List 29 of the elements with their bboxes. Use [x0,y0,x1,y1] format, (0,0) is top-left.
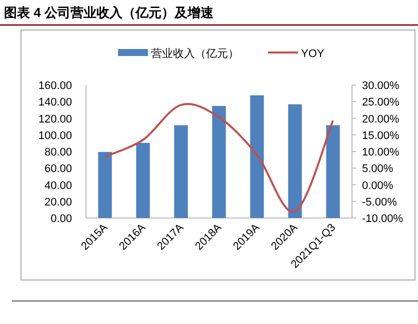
y-tick-label: 100.00 [38,130,72,142]
line-series [104,103,334,213]
y-tick-label: 120.00 [38,113,72,126]
y2-tick-label: 25.00% [362,96,400,109]
y2-tick-label: 20.00% [362,113,400,126]
y-tick-label: 140.00 [38,96,72,109]
y-tick-label: 40.00 [44,180,72,192]
bar [288,104,302,218]
y2-tick-label: 5.00% [362,163,394,176]
y2-tick-label: 0.00% [362,180,394,192]
y-tick-label: 60.00 [44,163,72,176]
bar [174,125,188,218]
y2-tick-label: -5.00% [362,196,398,208]
bar [250,95,264,218]
y-tick-label: 20.00 [44,196,72,208]
bar [212,106,226,218]
y-tick-label: 80.00 [44,146,72,158]
y2-tick-label: -10.00% [362,213,404,225]
bar [98,152,112,218]
legend-label: 营业收入（亿元） [151,47,239,60]
y-tick-label: 160.00 [38,80,72,92]
y2-tick-label: 30.00% [362,80,400,92]
chart-title: 图表 4 公司营业收入（亿元）及增速 [4,5,214,20]
y-tick-label: 0.00 [50,213,72,225]
bar [326,125,340,218]
bar [136,142,150,218]
y2-tick-label: 15.00% [362,130,400,142]
y2-tick-label: 10.00% [362,146,400,158]
legend-label: YOY [301,48,325,60]
